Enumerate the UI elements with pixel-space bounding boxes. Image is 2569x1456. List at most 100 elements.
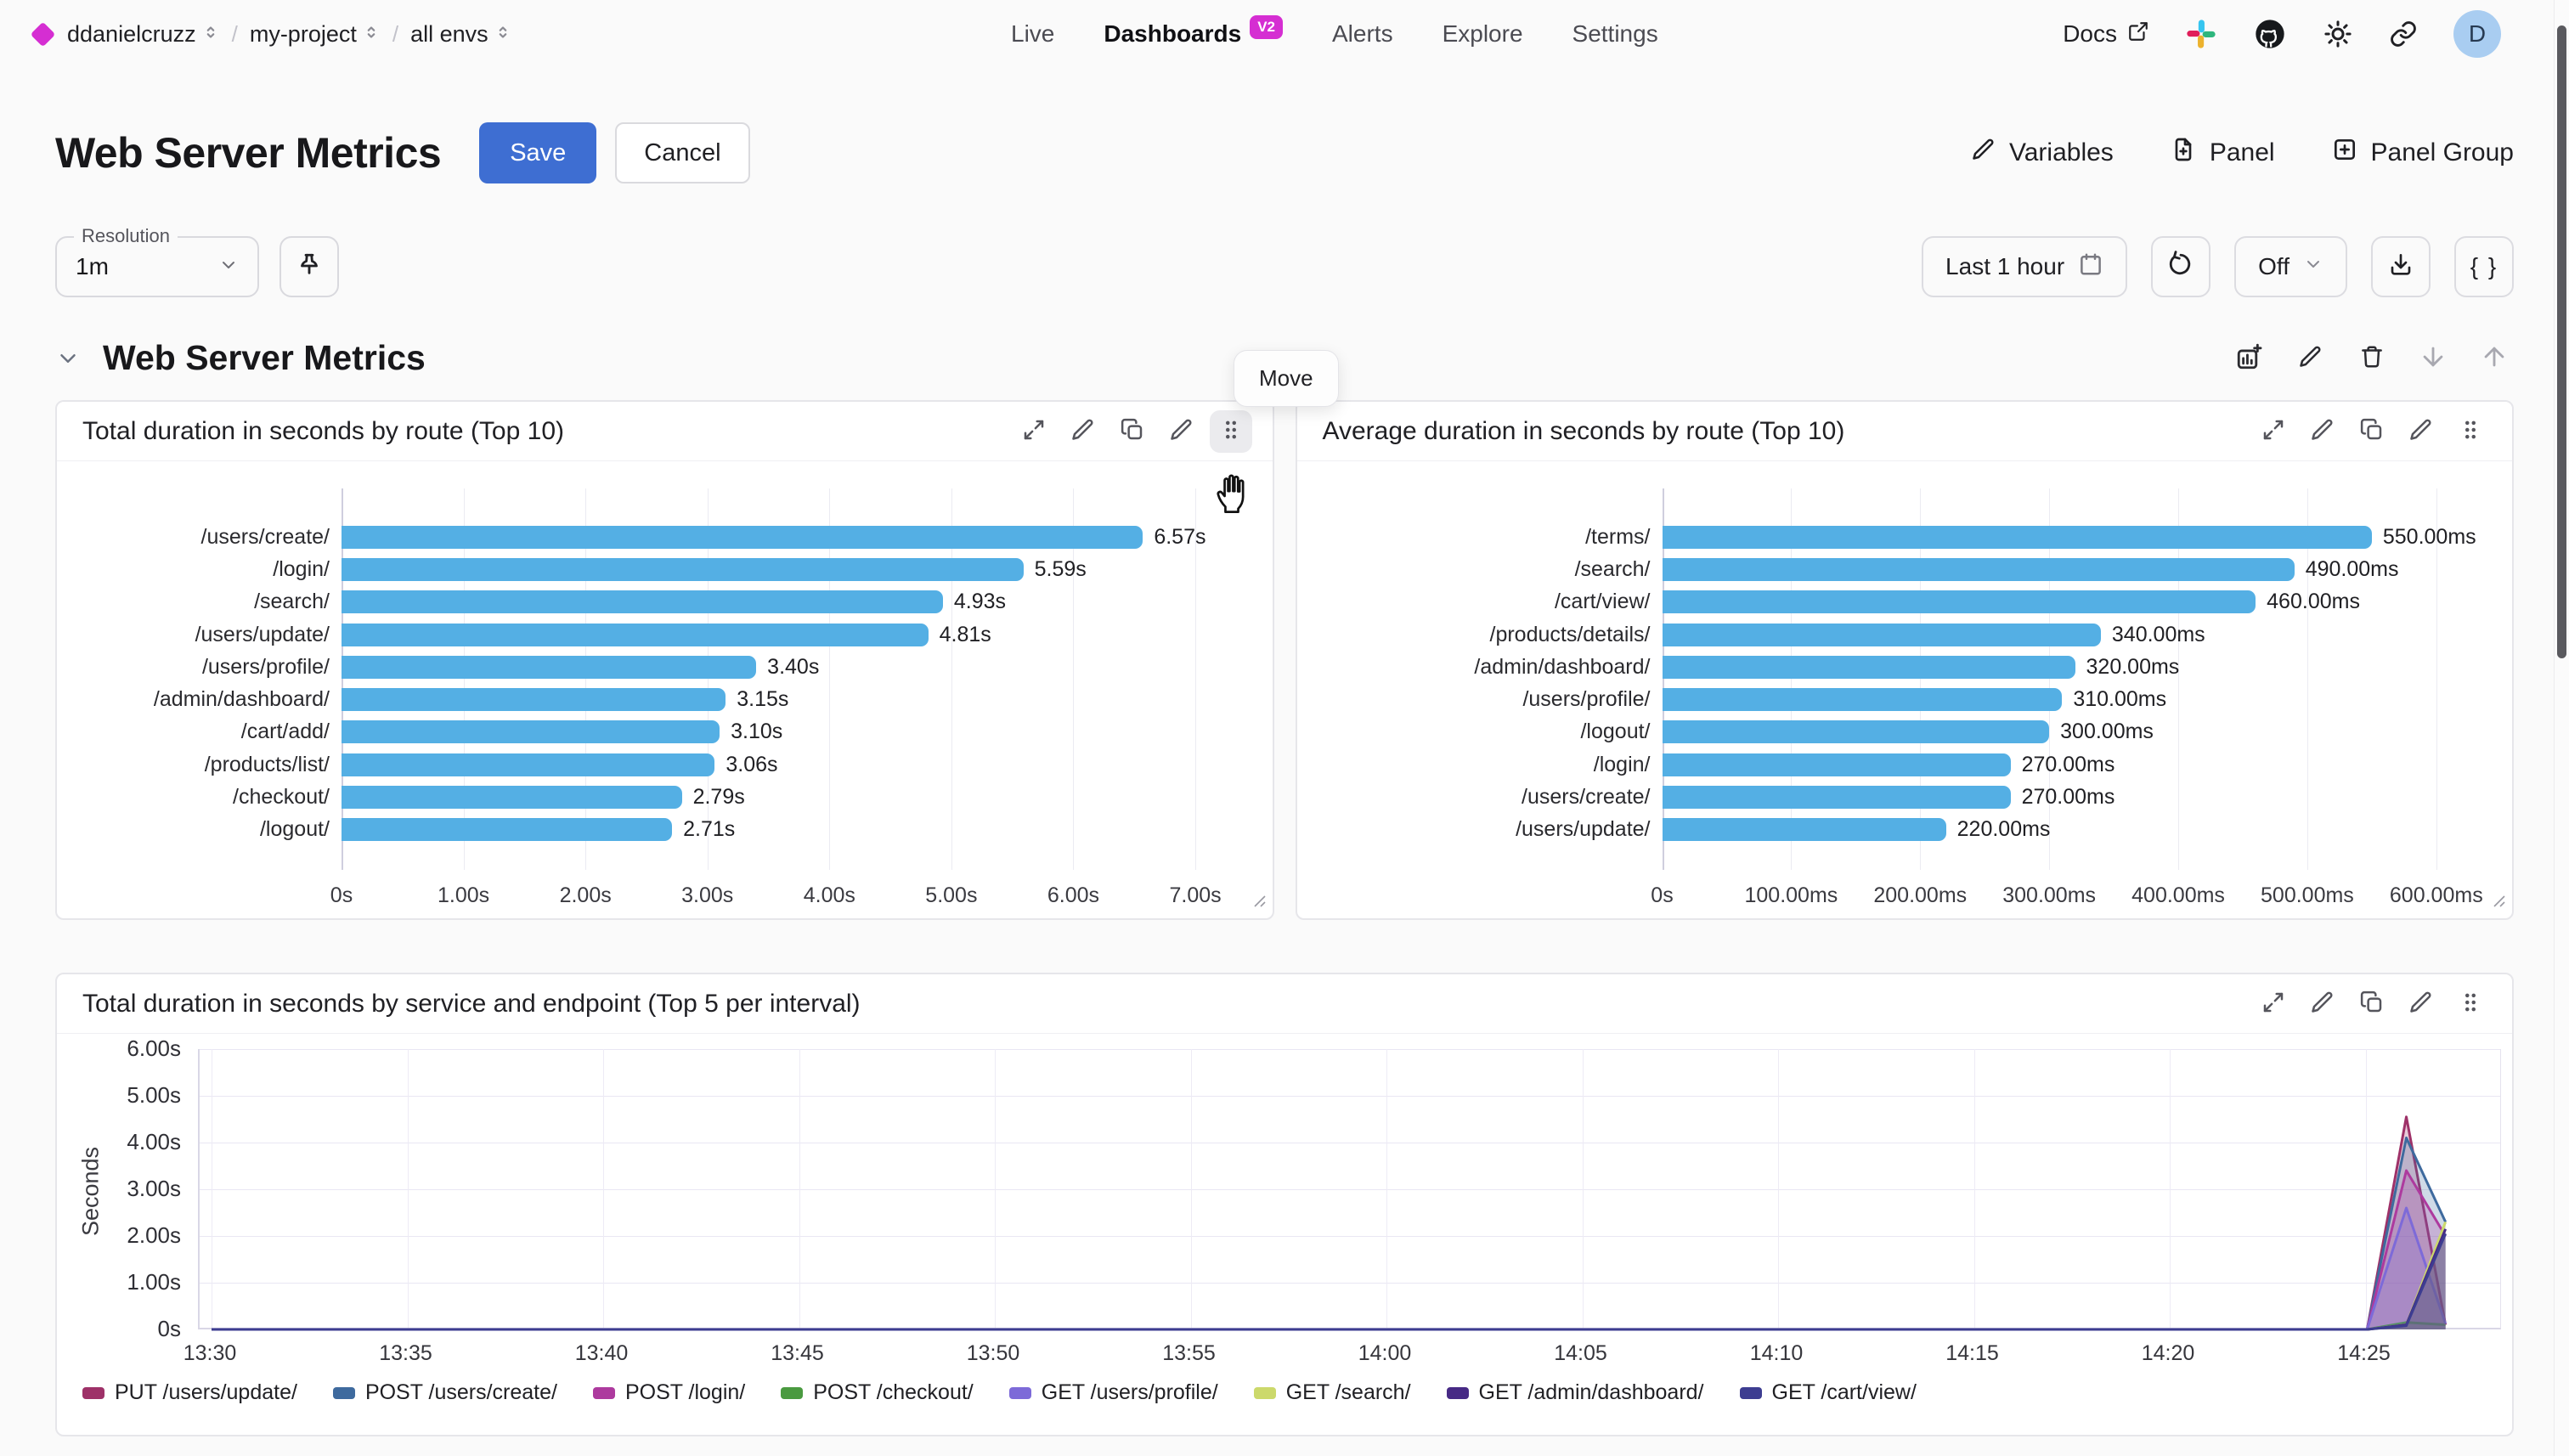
bar-row[interactable]: 6.57s [342,521,1245,553]
bar[interactable] [1662,688,2063,712]
diamond-logo[interactable] [30,21,56,47]
bar-row[interactable]: 270.00ms [1662,781,2485,813]
duplicate-panel-button[interactable] [2351,410,2393,453]
bar-row[interactable]: 490.00ms [1662,553,2485,585]
nav-tab-live[interactable]: Live [1011,20,1054,48]
legend-item[interactable]: POST /checkout/ [781,1380,974,1405]
variables-json-button[interactable]: { } [2454,236,2514,297]
delete-panel-button[interactable] [1160,410,1203,453]
slack-icon[interactable] [2185,18,2217,50]
bar-row[interactable]: 3.10s [342,716,1245,748]
bar[interactable] [1662,753,2011,776]
bar[interactable] [1662,786,2011,810]
legend-item[interactable]: GET /users/profile/ [1008,1380,1218,1405]
delete-section-button[interactable] [2352,339,2391,378]
bar-row[interactable]: 340.00ms [1662,618,2485,651]
resolution-select[interactable]: Resolution 1m [55,225,259,297]
nav-tab-dashboards[interactable]: Dashboards V2 [1104,15,1283,48]
scrollbar-thumb[interactable] [2557,25,2566,658]
legend-item[interactable]: GET /cart/view/ [1739,1380,1917,1405]
legend-item[interactable]: GET /search/ [1253,1380,1411,1405]
bar-row[interactable]: 3.15s [342,683,1245,715]
breadcrumb-item-my-project[interactable]: my-project [250,21,381,48]
plot-area[interactable] [198,1049,2501,1331]
bar[interactable] [342,590,943,614]
bar[interactable] [1662,720,2050,744]
legend-item[interactable]: POST /users/create/ [332,1380,557,1405]
bar[interactable] [342,525,1143,549]
bar[interactable] [342,623,929,646]
bar-row[interactable]: 4.93s [342,586,1245,618]
legend-item[interactable]: PUT /users/update/ [82,1380,297,1405]
add-panel-button[interactable] [2230,339,2269,378]
expand-panel-button[interactable] [2252,410,2295,453]
edit-panel-button[interactable] [1062,410,1104,453]
bar-row[interactable]: 2.71s [342,814,1245,846]
legend-item[interactable]: GET /admin/dashboard/ [1446,1380,1704,1405]
nav-tab-alerts[interactable]: Alerts [1332,20,1393,48]
cancel-button[interactable]: Cancel [615,122,750,183]
bar[interactable] [1662,818,1946,842]
bar-value-label: 300.00ms [2060,720,2154,744]
github-icon[interactable] [2253,17,2287,51]
duplicate-panel-button[interactable] [2351,983,2393,1025]
drag-panel-button[interactable] [2449,983,2492,1025]
auto-refresh-select[interactable]: Off [2234,236,2347,297]
download-button[interactable] [2371,236,2431,297]
drag-panel-button[interactable] [1209,409,1252,453]
bar-row[interactable]: 5.59s [342,553,1245,585]
bar[interactable] [1662,557,2295,581]
expand-panel-button[interactable] [1013,410,1055,453]
bar[interactable] [1662,623,2101,646]
bar[interactable] [342,688,726,712]
avatar[interactable]: D [2453,10,2501,58]
docs-link[interactable]: Docs [2063,20,2149,48]
pin-button[interactable] [279,236,339,297]
variables-button[interactable]: Variables [1971,136,2114,170]
panel-button[interactable]: Panel [2170,136,2275,170]
nav-tab-settings[interactable]: Settings [1572,20,1658,48]
refresh-button[interactable] [2151,236,2211,297]
bar[interactable] [342,818,673,842]
bar[interactable] [342,720,720,744]
drag-panel-button[interactable] [2449,410,2492,453]
panel-group-button[interactable]: Panel Group [2331,136,2514,170]
bar-row[interactable]: 4.81s [342,618,1245,651]
bar-row[interactable]: 220.00ms [1662,814,2485,846]
bar-row[interactable]: 3.40s [342,651,1245,683]
bar[interactable] [1662,655,2075,679]
delete-panel-button[interactable] [2400,983,2442,1025]
edit-section-button[interactable] [2291,339,2330,378]
theme-toggle-icon[interactable] [2323,19,2353,49]
legend-item[interactable]: POST /login/ [592,1380,745,1405]
bar-row[interactable]: 310.00ms [1662,683,2485,715]
bar[interactable] [342,753,715,776]
bar-row[interactable]: 2.79s [342,781,1245,813]
time-range-button[interactable]: Last 1 hour [1922,236,2128,297]
bar-row[interactable]: 270.00ms [1662,748,2485,781]
collapse-section-icon[interactable] [55,346,81,371]
bar[interactable] [1662,525,2372,549]
duplicate-panel-button[interactable] [1111,410,1154,453]
breadcrumb-item-all-envs[interactable]: all envs [410,21,512,48]
resize-handle-icon[interactable] [2491,893,2506,912]
expand-panel-button[interactable] [2252,983,2295,1025]
bar[interactable] [342,557,1024,581]
breadcrumb-item-ddanielcruzz[interactable]: ddanielcruzz [67,21,220,48]
bar-row[interactable]: 460.00ms [1662,586,2485,618]
bar-row[interactable]: 3.06s [342,748,1245,781]
share-link-icon[interactable] [2389,20,2418,48]
bar[interactable] [342,786,682,810]
edit-panel-button[interactable] [2301,410,2344,453]
bar[interactable] [342,655,757,679]
nav-tab-explore[interactable]: Explore [1443,20,1523,48]
save-button[interactable]: Save [479,122,597,183]
bar-row[interactable]: 550.00ms [1662,521,2485,553]
bar[interactable] [1662,590,2256,614]
bar-row[interactable]: 320.00ms [1662,651,2485,683]
delete-panel-button[interactable] [2400,410,2442,453]
edit-panel-button[interactable] [2301,983,2344,1025]
resize-handle-icon[interactable] [1251,893,1267,912]
bar-row[interactable]: 300.00ms [1662,716,2485,748]
scrollbar[interactable] [2554,0,2569,1456]
